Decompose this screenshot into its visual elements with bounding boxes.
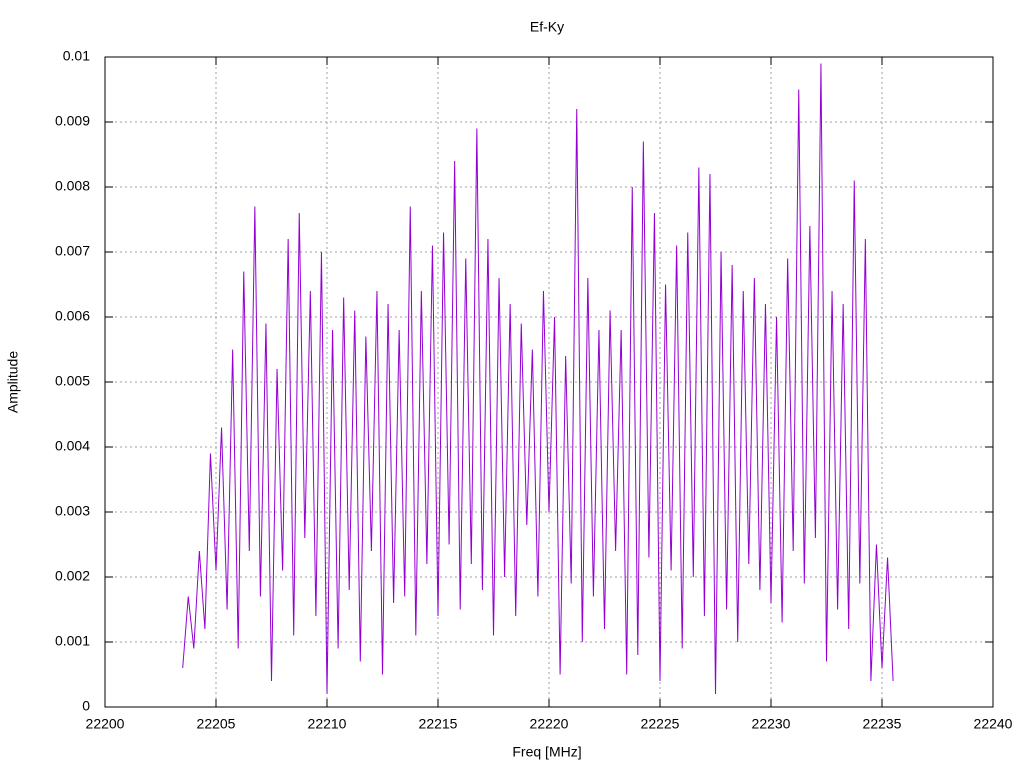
y-tick-label: 0.001 <box>55 633 90 649</box>
y-tick-label: 0.007 <box>55 243 90 259</box>
x-tick-label: 22210 <box>308 716 347 732</box>
x-tick-label: 22235 <box>863 716 902 732</box>
y-tick-label: 0.003 <box>55 503 90 519</box>
x-tick-label: 22230 <box>752 716 791 732</box>
y-tick-label: 0.009 <box>55 113 90 129</box>
x-tick-label: 22225 <box>641 716 680 732</box>
y-axis-label: Amplitude <box>5 351 21 413</box>
chart-title: Ef-Ky <box>530 19 564 35</box>
x-tick-label: 22240 <box>974 716 1013 732</box>
x-tick-label: 22220 <box>530 716 569 732</box>
x-tick-label: 22200 <box>86 716 125 732</box>
y-tick-label: 0 <box>82 698 90 714</box>
data-line <box>182 63 894 695</box>
y-tick-label: 0.005 <box>55 373 90 389</box>
plot-border <box>104 56 994 708</box>
y-tick-label: 0.006 <box>55 308 90 324</box>
y-tick-label: 0.004 <box>55 438 90 454</box>
y-tick-label: 0.002 <box>55 568 90 584</box>
x-tick-label: 22215 <box>419 716 458 732</box>
y-tick-label: 0.008 <box>55 178 90 194</box>
y-tick-label: 0.01 <box>63 48 90 64</box>
x-axis-label: Freq [MHz] <box>512 744 581 760</box>
x-tick-label: 22205 <box>197 716 236 732</box>
